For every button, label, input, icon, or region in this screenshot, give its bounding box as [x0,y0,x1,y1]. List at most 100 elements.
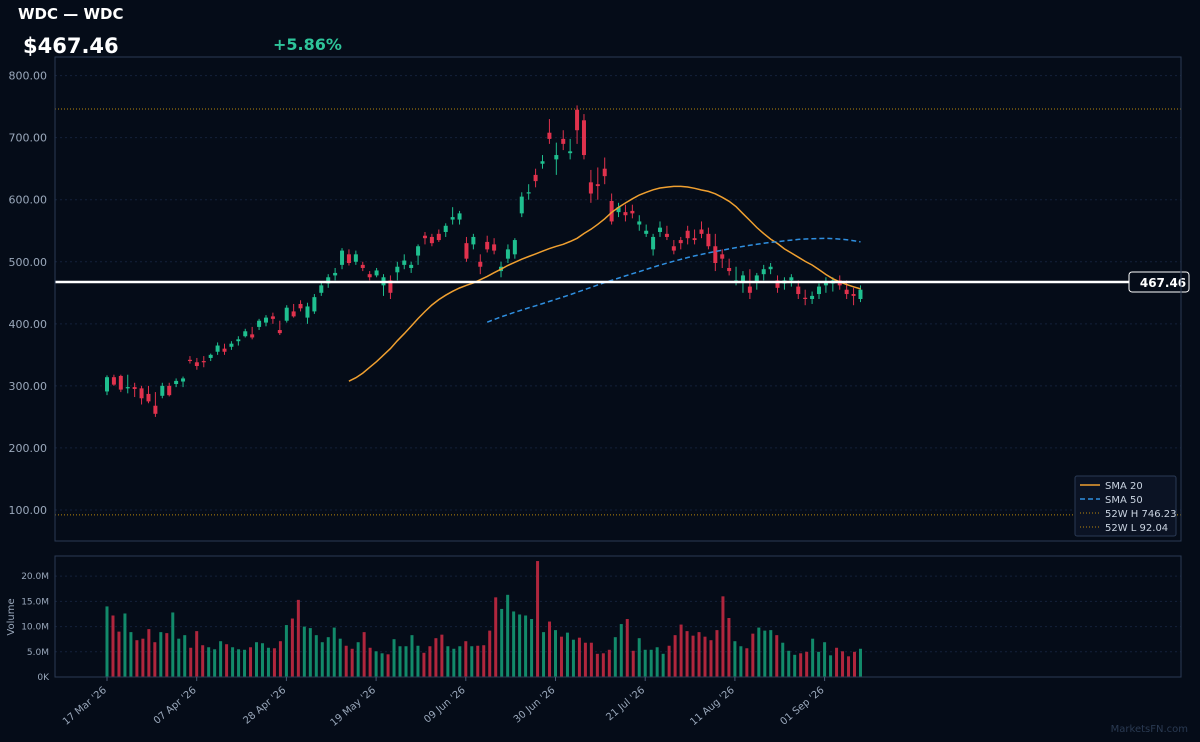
volume-bar [787,650,791,677]
last-price: $467.46 [23,34,119,58]
volume-bar [835,647,839,677]
candle-body [844,289,849,295]
volume-bar [147,629,151,677]
candle-body [588,182,593,194]
volume-bar [219,641,223,677]
volume-bar [470,646,474,677]
volume-bar [135,640,139,677]
price-tick-label: 300.00 [9,380,48,393]
last-price-tag-label: 467.46 [1140,276,1186,290]
candle-body [167,385,172,396]
volume-panel-frame [54,555,1182,678]
volume-bar [565,632,569,677]
volume-bar [673,635,677,677]
date-tick-label: 11 Aug '26 [688,685,737,728]
candle-body [215,345,220,352]
price-tick-label: 600.00 [9,194,48,207]
volume-bar [368,647,372,677]
volume-bar [858,648,862,677]
chart-title: WDC — WDC [18,5,124,23]
volume-bar [171,612,175,677]
candle-body [699,229,704,234]
candle-body [685,230,690,239]
volume-bar [721,596,725,677]
last-price-tag: 467.46 [1128,271,1190,293]
volume-bar [159,632,163,677]
volume-grid [55,575,1181,678]
volume-bar [183,635,187,677]
volume-bar [392,639,396,677]
volume-bar [494,597,498,677]
date-tick-label: 28 Apr '26 [242,685,289,727]
candle-body [270,316,275,319]
volume-bar [817,651,821,677]
candle-body [651,236,656,250]
candle-body [284,307,289,321]
candle-body [353,254,358,262]
price-tick-label: 400.00 [9,318,48,331]
candle-body [222,348,227,352]
candle-body [374,270,379,276]
volume-bar [410,635,414,677]
volume-bar [685,631,689,677]
candle-body [637,221,642,225]
price-change: +5.86% [273,35,342,54]
volume-bar [123,613,127,677]
candle-body [512,240,517,255]
volume-tick-label: 20.0M [21,572,49,582]
candle-body [540,161,545,164]
candle-body [257,320,262,327]
volume-bar [308,628,312,677]
volume-tick-label: 15.0M [21,597,49,607]
volume-bar [117,631,121,677]
candle-body [160,385,165,396]
volume-bar [296,599,300,677]
volume-bar [781,642,785,677]
volume-bar [153,642,157,677]
candle-body [471,236,476,245]
volume-bar [745,648,749,677]
volume-bar [679,624,683,677]
volume-bar [272,648,276,677]
volume-bar [733,641,737,677]
candle-body [436,233,441,241]
volume-bar [165,633,169,677]
volume-bar [338,638,342,677]
volume-bar [559,636,563,677]
candle-body [478,261,483,267]
volume-bar [601,653,605,677]
candle-body [132,387,137,389]
candle-body [174,380,179,385]
volume-bar [577,637,581,677]
volume-bar [697,632,701,677]
candle-body [360,264,365,268]
candle-body [727,267,732,272]
candle-body [554,155,559,160]
volume-bar [452,648,456,677]
volume-bar [207,647,211,677]
candle-body [644,230,649,234]
candle-body [609,200,614,222]
candle-body [775,280,780,288]
candle-body [678,240,683,244]
price-axis: 100.00 200.00 300.00 400.00 500.00 600.00 700.… [9,70,48,517]
candle-body [623,212,628,216]
candle-body [692,238,697,241]
volume-bar [141,638,145,677]
volume-bar [829,655,833,677]
volume-bar [500,608,504,677]
date-axis: 17 Mar '26 07 Apr '26 28 Apr '26 19 May '26… [61,677,827,729]
date-tick-label: 09 Jun '26 [422,685,468,726]
volume-bar [422,652,426,677]
candle-body [340,250,345,265]
candle-body [187,359,192,362]
volume-bar [195,631,199,677]
volume-bar [344,645,348,677]
price-tick-label: 700.00 [9,132,48,145]
candle-body [402,260,407,265]
price-tick-label: 200.00 [9,442,48,455]
candle-body [526,192,531,194]
volume-bar [583,642,587,677]
candle-body [388,280,393,293]
volume-bar [715,630,719,677]
